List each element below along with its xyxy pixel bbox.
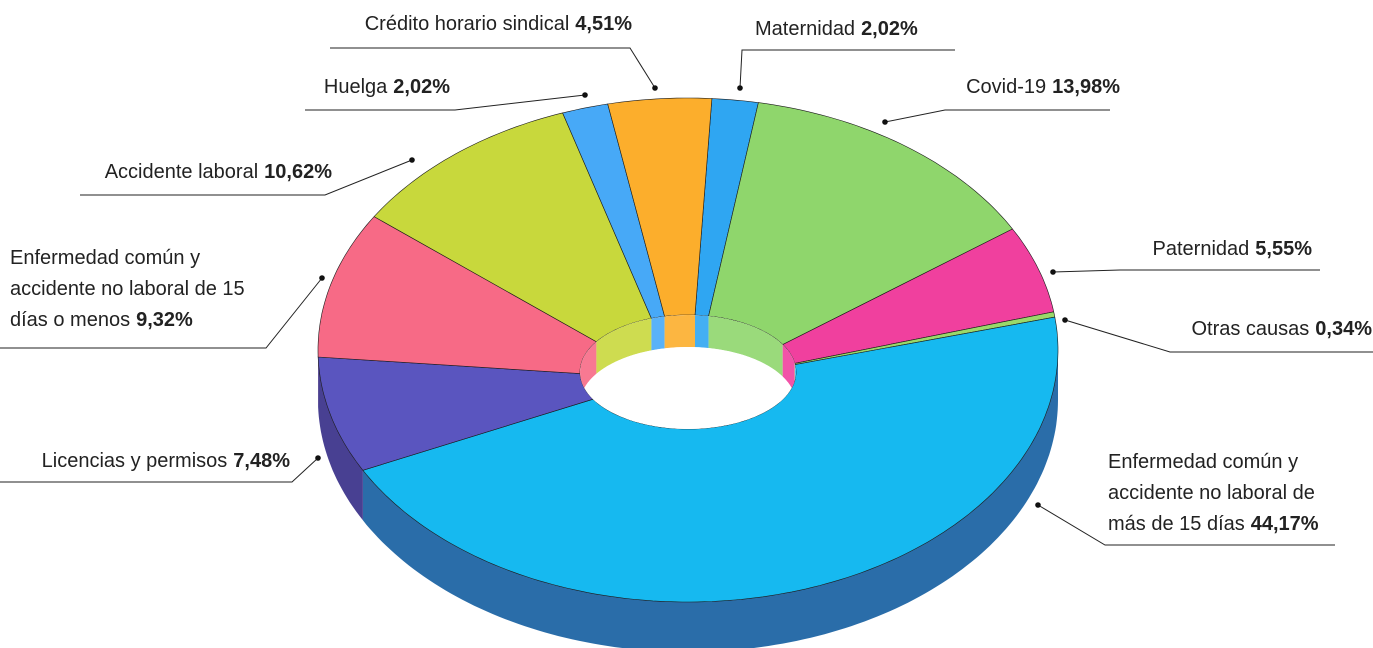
slice-label: Licencias y permisos 7,48%: [0, 446, 290, 477]
hole-wall: [708, 316, 783, 377]
category-label: Covid-19: [966, 76, 1047, 98]
hole-wall: [596, 318, 652, 374]
value-label: 4,51%: [575, 13, 632, 35]
leader-line: [884, 109, 1110, 123]
leader-line: [1037, 504, 1335, 546]
slice-label: Enfermedad común y accidente no laboral …: [10, 243, 260, 336]
value-label: 7,48%: [233, 450, 290, 472]
value-label: 10,62%: [264, 161, 332, 183]
category-label: Licencias y permisos: [41, 450, 228, 472]
value-label: 5,55%: [1255, 238, 1312, 260]
slice-side: [362, 350, 1058, 648]
category-label: Huelga: [323, 76, 388, 98]
leader-dot: [582, 92, 588, 98]
value-label: 2,02%: [861, 18, 918, 40]
leader-dot: [1062, 317, 1068, 323]
leader-line: [330, 47, 656, 89]
value-label: 0,34%: [1315, 318, 1372, 340]
slices: [317, 97, 1059, 603]
hole-wall: [782, 344, 795, 396]
slice-label: Accidente laboral 10,62%: [60, 157, 332, 188]
hole-floor: [580, 347, 796, 429]
leader-dot: [1050, 269, 1056, 275]
leader-dot: [1035, 502, 1041, 508]
leader-dot: [319, 275, 325, 281]
category-label: Crédito horario sindical: [364, 13, 570, 35]
slice-label: Paternidad 5,55%: [1060, 234, 1312, 265]
category-label: Enfermedad común y accidente no laboral …: [10, 247, 245, 331]
category-label: Accidente laboral: [104, 161, 259, 183]
leader-dot: [882, 119, 888, 125]
hole-wall: [651, 316, 665, 351]
leader-dot: [315, 455, 321, 461]
value-label: 44,17%: [1250, 513, 1319, 535]
slice-sides: [318, 350, 1058, 648]
value-label: 9,32%: [136, 309, 193, 331]
slice-label: Enfermedad común y accidente no laboral …: [1108, 447, 1358, 540]
leader-line: [0, 457, 319, 483]
leader-line: [1052, 269, 1320, 273]
hole-wall: [664, 315, 695, 349]
leader-line: [0, 277, 323, 349]
value-label: 2,02%: [393, 76, 450, 98]
leader-line: [1064, 319, 1373, 353]
slice-side: [318, 357, 363, 521]
slice-label: Crédito horario sindical 4,51%: [320, 9, 632, 40]
leader-line: [80, 159, 413, 196]
leader-line: [739, 49, 955, 89]
leader-line: [305, 94, 586, 111]
slice-label: Maternidad 2,02%: [755, 14, 975, 45]
category-label: Otras causas: [1191, 318, 1310, 340]
category-label: Enfermedad común y accidente no laboral …: [1108, 451, 1315, 535]
hole-wall: [695, 315, 709, 348]
category-label: Maternidad: [755, 18, 856, 40]
slice-label: Covid-19 13,98%: [900, 72, 1120, 103]
slice-label: Huelga 2,02%: [260, 72, 450, 103]
slice-label: Otras causas 0,34%: [1120, 314, 1372, 345]
category-label: Paternidad: [1152, 238, 1250, 260]
leader-dot: [652, 85, 658, 91]
leader-dot: [409, 157, 415, 163]
leader-dot: [737, 85, 743, 91]
value-label: 13,98%: [1052, 76, 1120, 98]
